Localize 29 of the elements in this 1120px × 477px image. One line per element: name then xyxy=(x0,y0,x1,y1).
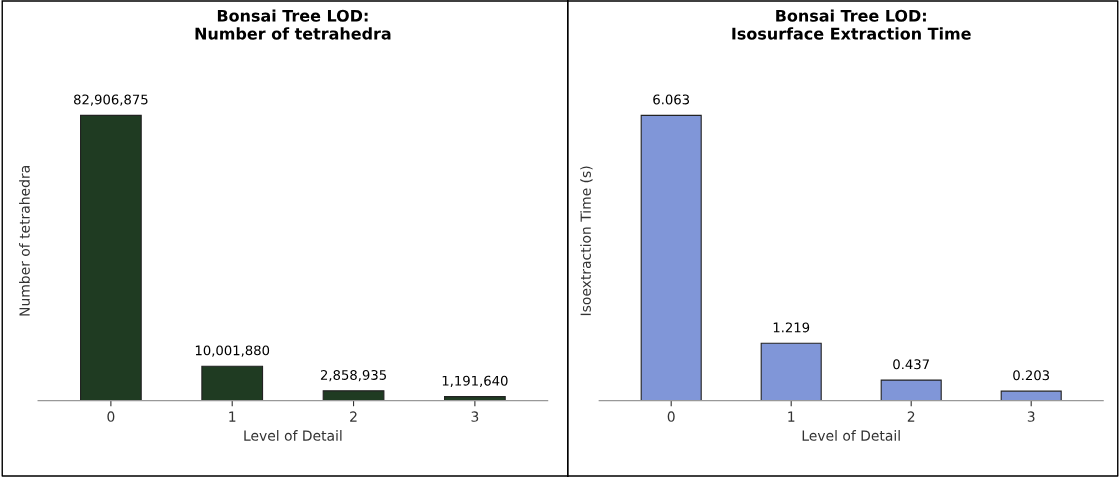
x-tick-label: 3 xyxy=(471,411,479,422)
x-tick-label: 0 xyxy=(667,411,675,422)
x-tick-label: 0 xyxy=(107,411,115,422)
x-axis-title: Level of Detail xyxy=(244,430,342,441)
data-label: 82,906,875 xyxy=(74,94,148,106)
bar xyxy=(640,114,702,401)
x-tick-label: 1 xyxy=(229,411,236,422)
data-label: 1.219 xyxy=(773,322,810,333)
bar xyxy=(201,365,264,401)
x-tick-label: 3 xyxy=(1027,411,1035,422)
data-label: 10,001,880 xyxy=(195,345,270,357)
bar xyxy=(322,390,385,401)
data-label: 6.063 xyxy=(653,94,690,105)
bar xyxy=(1000,390,1062,401)
chart-title: Bonsai Tree LOD: Isosurface Extraction Time xyxy=(732,9,971,40)
bar xyxy=(760,342,822,401)
bar xyxy=(880,379,942,401)
data-label: 0.203 xyxy=(1013,370,1050,381)
y-axis-title: Number of tetrahedra xyxy=(19,166,30,316)
x-tick-label: 1 xyxy=(788,411,795,422)
x-axis-title: Level of Detail xyxy=(802,430,900,441)
x-tick-label: 2 xyxy=(907,411,915,422)
data-label: 2,858,935 xyxy=(320,369,386,382)
bar xyxy=(79,114,142,401)
data-label: 1,191,640 xyxy=(442,375,508,388)
y-axis-title: Isoextraction Time (s) xyxy=(580,166,593,316)
data-label: 0.437 xyxy=(893,359,929,370)
x-tick-label: 2 xyxy=(350,411,357,422)
chart-title: Bonsai Tree LOD: Number of tetrahedra xyxy=(195,9,391,40)
